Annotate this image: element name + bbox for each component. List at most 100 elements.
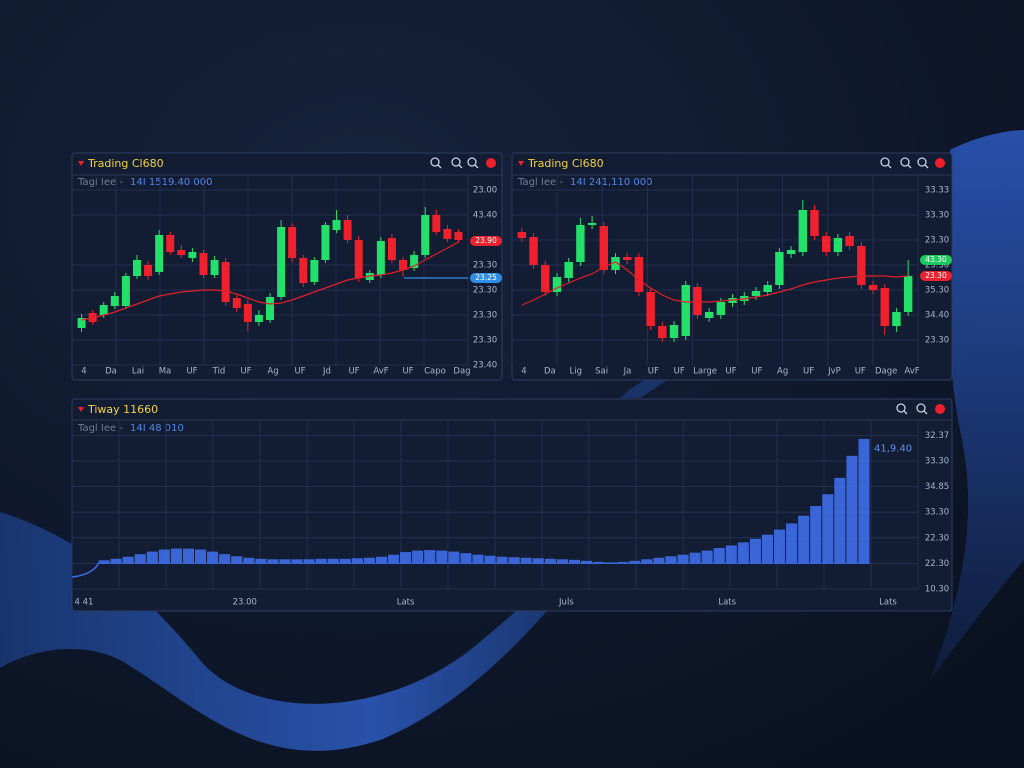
bar [122, 556, 134, 564]
candle-body [221, 262, 230, 302]
bar [170, 548, 182, 564]
bar [146, 551, 158, 564]
tool-icon[interactable] [916, 403, 928, 415]
bar [725, 545, 737, 564]
price-tag [470, 236, 502, 246]
x-tick-label: Da [105, 367, 117, 377]
y-tick-label: 23.30 [925, 261, 949, 271]
candle-body [210, 260, 219, 275]
candle-body [693, 287, 702, 315]
candle-body [763, 285, 772, 292]
price-tag [920, 255, 952, 265]
bar [653, 557, 665, 564]
y-tick-label: 33.30 [925, 456, 949, 466]
bar [532, 558, 544, 564]
candle-body [399, 260, 408, 270]
y-tick-label: 33.30 [925, 508, 949, 518]
candle-body [646, 292, 655, 326]
price-tag-label: 23.25 [475, 273, 497, 282]
x-tick-label: UF [186, 367, 197, 377]
title-marker [78, 161, 84, 166]
icon-shape [903, 410, 908, 415]
close-button[interactable] [486, 158, 496, 168]
bar [182, 548, 194, 564]
bar [388, 554, 400, 564]
bar [556, 559, 568, 564]
x-tick-label: UF [674, 367, 685, 377]
candle-body [517, 232, 527, 238]
bar [291, 559, 303, 564]
candle-body [622, 257, 632, 260]
candle-body [199, 253, 208, 275]
close-button[interactable] [935, 158, 945, 168]
bar [798, 515, 810, 564]
icon-shape [907, 164, 912, 169]
candle-body [599, 226, 609, 270]
bar [496, 556, 508, 564]
y-tick-label: 23.30 [925, 236, 949, 246]
candle-body [188, 252, 197, 258]
x-tick-label: UF [751, 367, 762, 377]
candle-body [857, 246, 866, 285]
candle-body [669, 325, 679, 338]
x-tick-label: Ja [623, 367, 632, 377]
icon-shape [900, 157, 910, 167]
bar [110, 558, 122, 564]
subtitle-label: Tagl Iee - [517, 177, 563, 188]
x-tick-label: Capo [424, 367, 446, 377]
candle-body [77, 318, 86, 328]
trend-line [71, 563, 99, 578]
bar [544, 558, 556, 564]
tool-icon[interactable] [451, 157, 463, 169]
moving-average [521, 261, 909, 306]
search-icon[interactable] [430, 157, 442, 169]
candle-body [716, 302, 726, 315]
bar [834, 477, 846, 564]
bar [749, 538, 761, 564]
x-tick-label: UF [348, 367, 359, 377]
x-tick-label: Lai [132, 367, 144, 377]
subtitle-label: Tagl Iee - [77, 423, 123, 434]
icon-shape [451, 157, 461, 167]
icon-shape [467, 157, 477, 167]
icon-shape [437, 164, 442, 169]
bar [761, 534, 773, 564]
candle-body [321, 225, 330, 260]
y-tick-label: 10.30 [925, 585, 949, 595]
x-tick-label: Dage [875, 367, 897, 377]
bar [774, 529, 786, 564]
close-button[interactable] [935, 404, 945, 414]
candle-body [177, 250, 186, 255]
candle-body [751, 291, 761, 296]
bar [327, 558, 339, 564]
candle-body [658, 326, 667, 338]
bar [581, 560, 593, 564]
x-tick-label: Lig [569, 367, 582, 377]
y-tick-label: 33.33 [925, 186, 949, 196]
y-tick-label: 22.30 [925, 559, 949, 569]
search-icon[interactable] [880, 157, 892, 169]
bar [279, 559, 291, 564]
subtitle-value: 14I 1519.40 000 [130, 177, 212, 188]
icon-shape [887, 164, 892, 169]
tool-icon[interactable] [917, 157, 929, 169]
bar [508, 557, 520, 564]
y-tick-label: 23.30 [473, 261, 497, 271]
x-tick-label: UF [855, 367, 866, 377]
candle-body [421, 215, 430, 255]
bar [436, 550, 448, 564]
bar [460, 553, 472, 564]
search-icon[interactable] [896, 403, 908, 415]
subtitle-value: 14I 241,110 000 [570, 177, 652, 188]
tool-icon[interactable] [467, 157, 479, 169]
candle-body [243, 304, 252, 322]
y-tick-label: 34.40 [925, 311, 949, 321]
candle-body [868, 285, 878, 290]
panel [71, 398, 953, 612]
tool-icon[interactable] [900, 157, 912, 169]
y-tick-label: 22.30 [925, 533, 949, 543]
bar [375, 556, 387, 564]
candle-body [552, 277, 562, 292]
